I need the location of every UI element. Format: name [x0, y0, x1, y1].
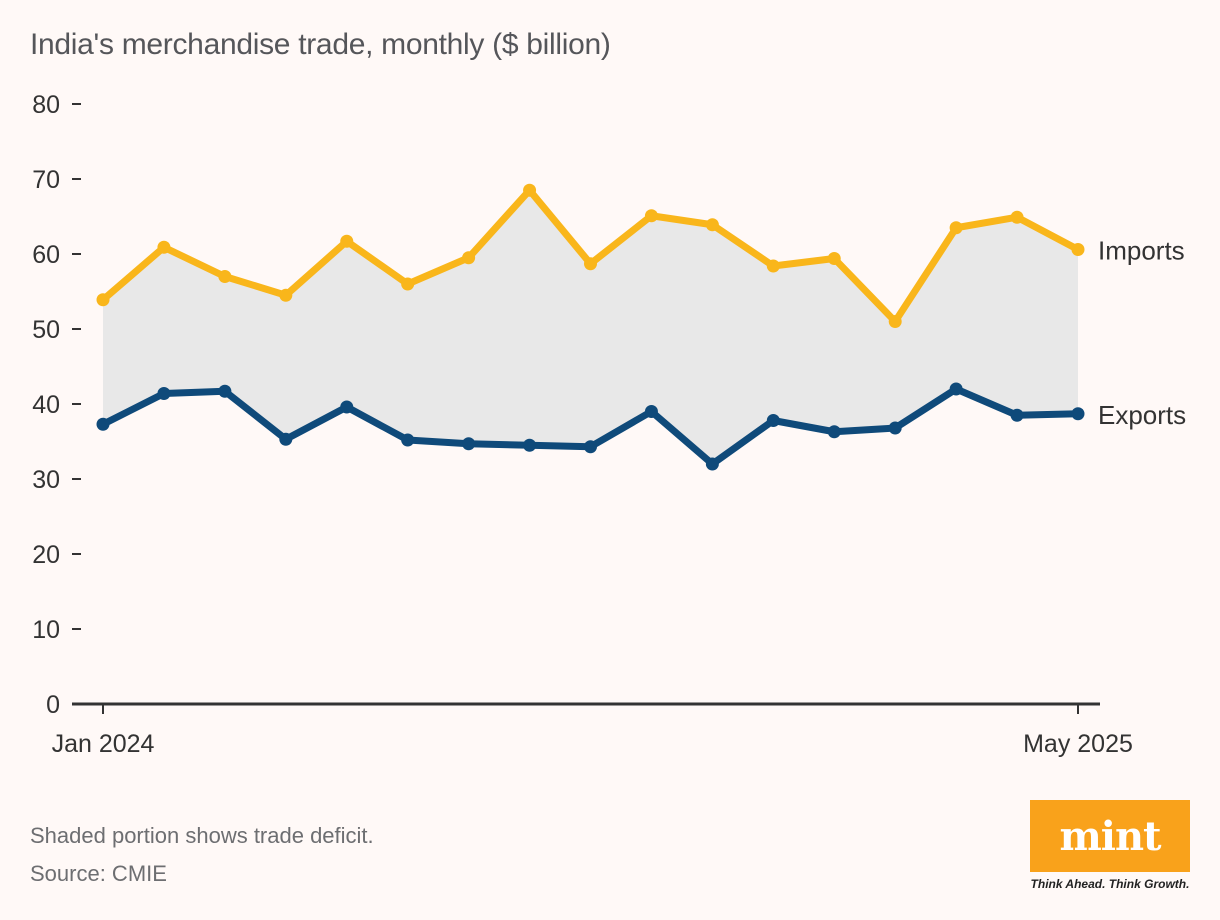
imports-point: [462, 251, 476, 265]
y-tick-label: 20: [32, 541, 60, 569]
source-note: Source: CMIE: [30, 861, 167, 886]
imports-point: [888, 315, 902, 328]
exports-point: [340, 400, 354, 414]
exports-legend-label: Exports: [1098, 400, 1186, 430]
chart-title: India's merchandise trade, monthly ($ bi…: [30, 28, 611, 61]
imports-point: [827, 252, 841, 265]
imports-point: [523, 183, 537, 197]
imports-point: [949, 221, 963, 235]
exports-point: [96, 417, 110, 431]
x-axis: Jan 2024 May 2025: [52, 704, 1133, 758]
y-tick-label: 50: [32, 316, 60, 344]
y-tick-label: 80: [32, 91, 60, 119]
exports-point: [157, 387, 171, 400]
imports-point: [1010, 210, 1024, 224]
y-tick-label: 60: [32, 241, 60, 269]
y-tick-label: 30: [32, 466, 60, 494]
imports-point: [644, 209, 658, 223]
exports-point: [644, 405, 658, 418]
exports-points: [96, 382, 1085, 471]
exports-point: [218, 384, 232, 398]
mint-logo: mint: [1030, 800, 1190, 872]
deficit-shaded-area: [103, 190, 1078, 464]
imports-point: [766, 259, 780, 273]
y-axis: 0 10 20 30 40 50 60 70 80: [32, 91, 81, 719]
logo-tagline: Think Ahead. Think Growth.: [1030, 877, 1190, 891]
y-tick-label: 40: [32, 391, 60, 419]
exports-point: [401, 433, 415, 447]
exports-point: [949, 382, 963, 396]
exports-point: [584, 440, 597, 454]
logo-text: mint: [1059, 812, 1161, 860]
imports-point: [157, 240, 171, 254]
imports-point: [1071, 243, 1085, 256]
y-tick-label: 0: [46, 691, 60, 719]
y-tick-label: 10: [32, 616, 60, 644]
exports-point: [1010, 408, 1024, 422]
x-tick-label: Jan 2024: [52, 730, 155, 758]
x-tick-label: May 2025: [1023, 730, 1133, 758]
imports-point: [279, 288, 293, 302]
exports-point: [279, 432, 293, 446]
imports-point: [401, 277, 415, 291]
y-tick-label: 70: [32, 166, 60, 194]
exports-point: [827, 425, 841, 439]
exports-point: [766, 414, 780, 427]
exports-point: [1071, 407, 1085, 421]
footnote: Shaded portion shows trade deficit.: [30, 823, 374, 848]
imports-point: [218, 270, 232, 283]
exports-point: [705, 457, 719, 471]
exports-point: [462, 437, 476, 451]
imports-point: [340, 234, 354, 248]
imports-legend-label: Imports: [1098, 236, 1185, 266]
line-chart: 0 10 20 30 40 50 60 70 80 Jan 2024 May 2025 Impor…: [32, 91, 1186, 758]
exports-point: [523, 438, 537, 452]
exports-point: [888, 421, 902, 435]
imports-points: [96, 183, 1085, 328]
imports-point: [705, 218, 719, 232]
imports-point: [584, 257, 597, 271]
imports-point: [96, 293, 110, 307]
